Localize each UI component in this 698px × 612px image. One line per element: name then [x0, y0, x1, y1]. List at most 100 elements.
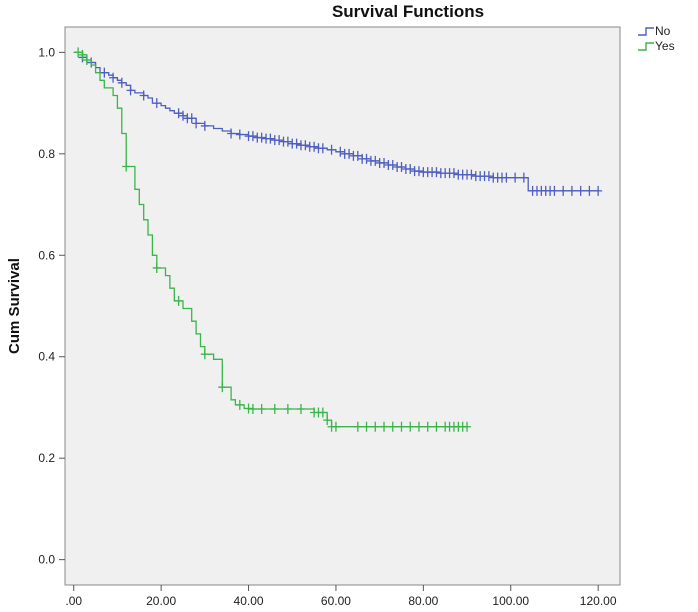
censor-mark [380, 421, 389, 432]
censor-mark [109, 72, 118, 83]
y-tick-label: 0.8 [38, 147, 55, 161]
censor-mark [463, 421, 472, 432]
censor-mark [414, 421, 423, 432]
censor-mark [353, 421, 362, 432]
censor-mark [432, 167, 441, 178]
censor-mark [126, 85, 135, 96]
censor-mark [78, 49, 87, 60]
series-no [73, 51, 603, 196]
censor-mark [397, 162, 406, 173]
x-axis: .00 20.00 40.00 60.00 80.00 100.00 120.00 [65, 585, 617, 608]
censor-mark [187, 113, 196, 124]
y-axis: 0.0 0.2 0.4 0.6 0.8 1.0 [38, 45, 65, 567]
censor-mark [388, 159, 397, 170]
chart-title: Survival Functions [332, 2, 484, 21]
censor-mark [257, 132, 266, 143]
censor-mark [248, 131, 257, 142]
x-tick-label: 20.00 [146, 594, 176, 608]
censor-mark [345, 148, 354, 159]
censor-mark [519, 172, 528, 183]
censor-mark [550, 185, 559, 196]
censor-mark [362, 421, 371, 432]
censor-mark [327, 144, 336, 155]
censor-mark [323, 415, 332, 426]
censor-mark [200, 120, 209, 131]
x-tick-label: 60.00 [321, 594, 351, 608]
censor-mark [117, 77, 126, 88]
censor-mark [82, 54, 91, 65]
censor-mark [178, 110, 187, 121]
censor-mark [301, 140, 310, 151]
legend-swatch-yes [638, 42, 654, 51]
censor-mark [371, 421, 380, 432]
plot-area [64, 26, 621, 586]
censor-mark [406, 421, 415, 432]
censor-mark [331, 421, 340, 432]
censor-mark [283, 403, 292, 414]
censor-mark [200, 349, 209, 360]
censor-mark [152, 262, 161, 273]
y-tick-label: 0.6 [38, 248, 55, 262]
censor-mark [449, 168, 458, 179]
legend-label-yes: Yes [655, 39, 675, 53]
survival-line-yes [73, 51, 467, 428]
censor-mark [576, 185, 585, 196]
censor-mark [100, 67, 109, 78]
censor-mark [74, 47, 83, 58]
censor-mark [484, 171, 493, 182]
censor-mark [414, 166, 423, 177]
censor-mark [362, 153, 371, 164]
legend-label-no: No [655, 24, 671, 38]
censor-mark [423, 421, 432, 432]
censor-mark [248, 403, 257, 414]
censor-mark [406, 164, 415, 175]
x-tick-label: .00 [65, 594, 82, 608]
y-tick-label: 1.0 [38, 45, 55, 59]
censor-mark [122, 161, 131, 172]
censor-mark [270, 403, 279, 414]
censor-mark [266, 133, 275, 144]
censor-mark [257, 403, 266, 414]
censor-mark [292, 138, 301, 149]
censor-mark [174, 108, 183, 119]
censor-mark [318, 143, 327, 154]
censor-mark [567, 185, 576, 196]
legend-swatch-no [638, 27, 654, 36]
censor-mark [559, 185, 568, 196]
censor-mark [336, 146, 345, 157]
x-tick-label: 100.00 [492, 594, 529, 608]
censor-mark [388, 421, 397, 432]
censor-mark [467, 169, 476, 180]
censor-mark [218, 382, 227, 393]
censor-mark [397, 421, 406, 432]
censor-mark [192, 118, 201, 129]
censor-mark [371, 155, 380, 166]
censor-mark [174, 295, 183, 306]
censor-mark [318, 407, 327, 418]
censor-mark [511, 172, 520, 183]
x-tick-label: 80.00 [408, 594, 438, 608]
censor-mark [275, 135, 284, 146]
y-tick-label: 0.4 [38, 350, 55, 364]
censor-mark [235, 399, 244, 410]
censor-mark [139, 90, 148, 101]
censor-mark [432, 421, 441, 432]
censor-mark [310, 141, 319, 152]
censor-mark [380, 157, 389, 168]
y-tick-label: 0.0 [38, 553, 55, 567]
censor-mark [502, 172, 511, 183]
censor-mark [296, 403, 305, 414]
censor-mark [594, 185, 603, 196]
censor-mark [353, 150, 362, 161]
censor-mark [152, 98, 161, 109]
censor-mark [235, 129, 244, 140]
series-yes [73, 47, 472, 432]
x-tick-label: 40.00 [234, 594, 264, 608]
series-layer [73, 47, 603, 432]
censor-mark [227, 128, 236, 139]
y-tick-label: 0.2 [38, 451, 55, 465]
y-axis-title: Cum Survival [6, 258, 23, 354]
x-tick-label: 120.00 [580, 594, 617, 608]
